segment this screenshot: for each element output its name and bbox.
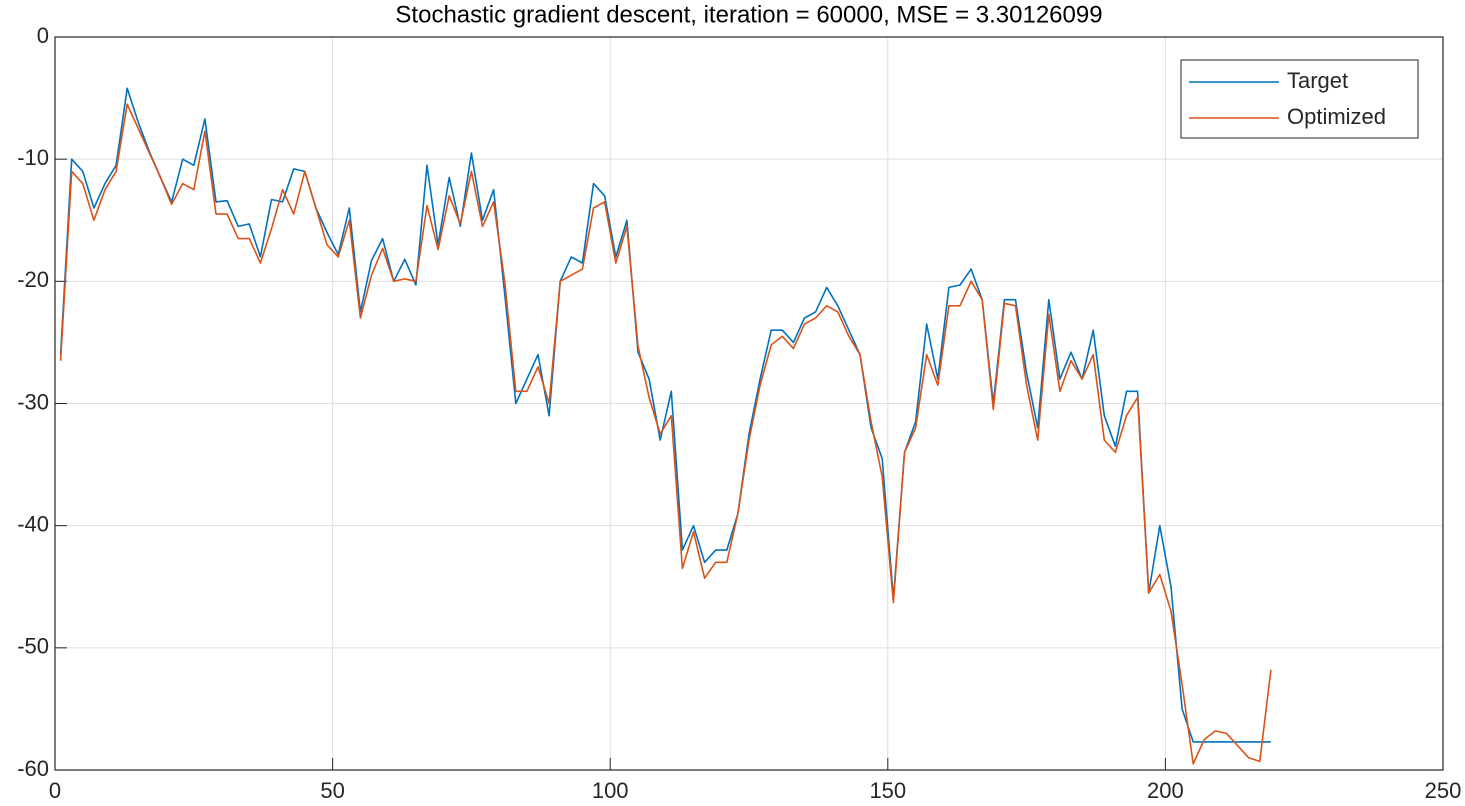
series-line — [59, 87, 1271, 743]
y-tick-label: -20 — [17, 267, 49, 292]
x-tick-label: 150 — [869, 778, 906, 803]
chart-title: Stochastic gradient descent, iteration =… — [395, 1, 1102, 28]
y-tick-label: -60 — [17, 756, 49, 781]
legend-label: Optimized — [1287, 104, 1386, 129]
legend-label: Target — [1287, 68, 1348, 93]
axes-box — [54, 36, 1444, 771]
x-tick-label: 50 — [320, 778, 344, 803]
x-tick-label: 100 — [592, 778, 629, 803]
x-tick-label: 250 — [1425, 778, 1462, 803]
series-line — [59, 103, 1272, 765]
y-tick-label: -50 — [17, 634, 49, 659]
y-tick-label: -40 — [17, 511, 49, 536]
legend-box — [1180, 59, 1419, 139]
x-tick-label: 200 — [1147, 778, 1184, 803]
y-tick-label: 0 — [37, 23, 49, 48]
y-tick-label: -10 — [17, 145, 49, 170]
y-tick-label: -30 — [17, 389, 49, 414]
x-tick-label: 0 — [49, 778, 61, 803]
